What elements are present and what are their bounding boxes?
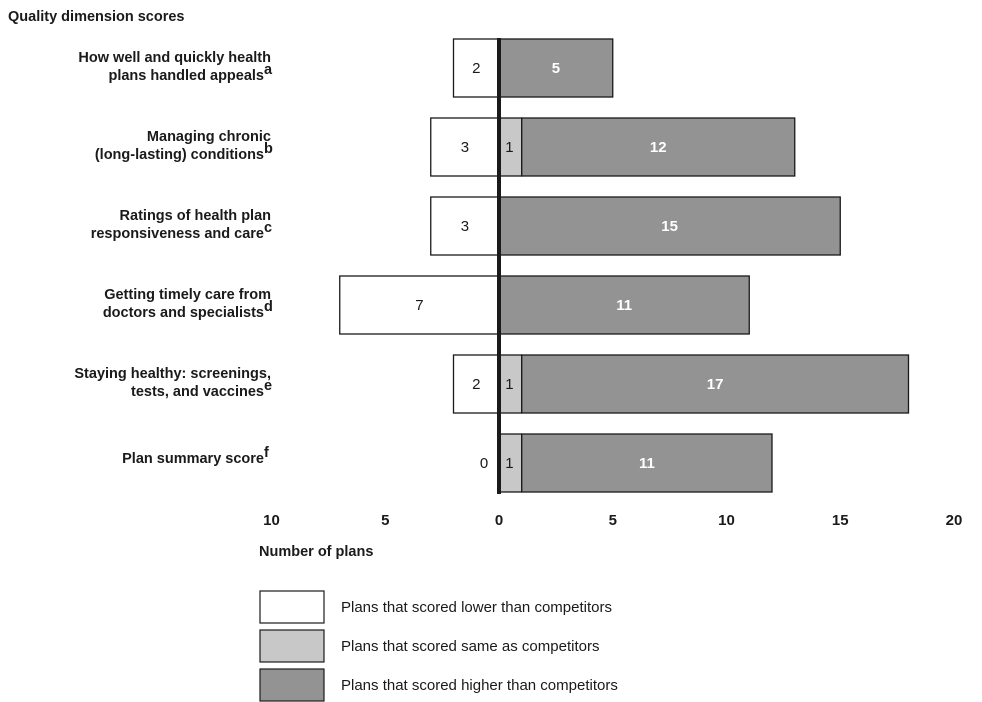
x-tick-label: 5 (381, 512, 389, 529)
category-label-footnote: f (264, 445, 269, 461)
bar-row: Staying healthy: screenings, tests, and v… (74, 354, 910, 414)
legend-label: Plans that scored lower than competitors (341, 599, 612, 616)
bar-lower-label: 2 (472, 60, 480, 77)
category-label-footnote: c (264, 220, 272, 236)
legend-swatch (259, 629, 325, 663)
bar-higher-label: 5 (552, 60, 560, 77)
category-label-line2: Plan summary score (122, 451, 264, 467)
category-label-footnote: e (264, 378, 272, 394)
bar-higher-label: 12 (650, 139, 667, 156)
category-label-line1: Staying healthy: screenings, (74, 366, 271, 382)
bar-row: Getting timely care from doctors and spec… (103, 275, 750, 335)
bar-lower-label: 3 (461, 139, 469, 156)
bar-lower (452, 354, 500, 414)
category-label-line2: responsiveness and care (91, 226, 264, 242)
bar-lower (339, 275, 500, 335)
bar-higher (521, 354, 910, 414)
category-label-line1: How well and quickly health (78, 50, 271, 66)
bar-higher-label: 17 (707, 376, 724, 393)
bar-same-label: 1 (505, 455, 513, 472)
x-axis-ticks: 10 5 0 5 10 15 20 (263, 512, 962, 529)
bar-higher-label: 11 (616, 297, 632, 314)
legend: Plans that scored lower than competitors… (259, 590, 618, 702)
legend-swatch (259, 590, 325, 624)
bar-lower (452, 38, 500, 98)
category-label-line1: Managing chronic (147, 129, 271, 145)
legend-swatch (259, 668, 325, 702)
bar-lower-label: 2 (472, 376, 480, 393)
chart-title: Quality dimension scores (8, 9, 184, 25)
bar-higher-label: 15 (661, 218, 678, 235)
bar-lower-label: 0 (480, 455, 488, 472)
category-label-line2: plans handled appeals (108, 68, 264, 84)
bar-row: Ratings of health plan responsiveness and… (91, 196, 841, 256)
x-axis-label: Number of plans (259, 544, 373, 560)
x-tick-label: 15 (832, 512, 849, 529)
category-label-footnote: b (264, 141, 273, 157)
bar-row: How well and quickly health plans handled… (78, 38, 614, 98)
zero-axis-line (497, 38, 501, 494)
bar-row: Plan summary score f0 1 11 (122, 433, 773, 493)
legend-label: Plans that scored same as competitors (341, 638, 599, 655)
bar-same-label: 1 (505, 139, 513, 156)
bar-higher-label: 11 (639, 455, 655, 472)
bar-lower-label: 7 (415, 297, 423, 314)
bar-higher (498, 196, 841, 256)
x-tick-label: 5 (609, 512, 617, 529)
bar-higher (521, 433, 773, 493)
bar-row: Managing chronic (long-lasting) condition… (95, 117, 796, 177)
x-tick-label: 20 (946, 512, 963, 529)
category-label-line2: (long-lasting) conditions (95, 147, 264, 163)
bar-rows: How well and quickly health plans handled… (74, 38, 910, 493)
bar-higher (521, 117, 796, 177)
x-tick-label: 0 (495, 512, 503, 529)
bar-same-label: 1 (505, 376, 513, 393)
category-label-footnote: a (264, 62, 273, 78)
x-tick-label: 10 (263, 512, 280, 529)
bar-lower (430, 196, 500, 256)
bar-lower (430, 117, 500, 177)
legend-label: Plans that scored higher than competitor… (341, 677, 618, 694)
bar-higher (498, 38, 614, 98)
x-tick-label: 10 (718, 512, 735, 529)
category-label-line2: doctors and specialists (103, 305, 264, 321)
category-label-line2: tests, and vaccines (131, 384, 264, 400)
bar-lower-label: 3 (461, 218, 469, 235)
category-label-line1: Getting timely care from (104, 287, 271, 303)
category-label-line1: Ratings of health plan (120, 208, 271, 224)
category-label-footnote: d (264, 299, 273, 315)
